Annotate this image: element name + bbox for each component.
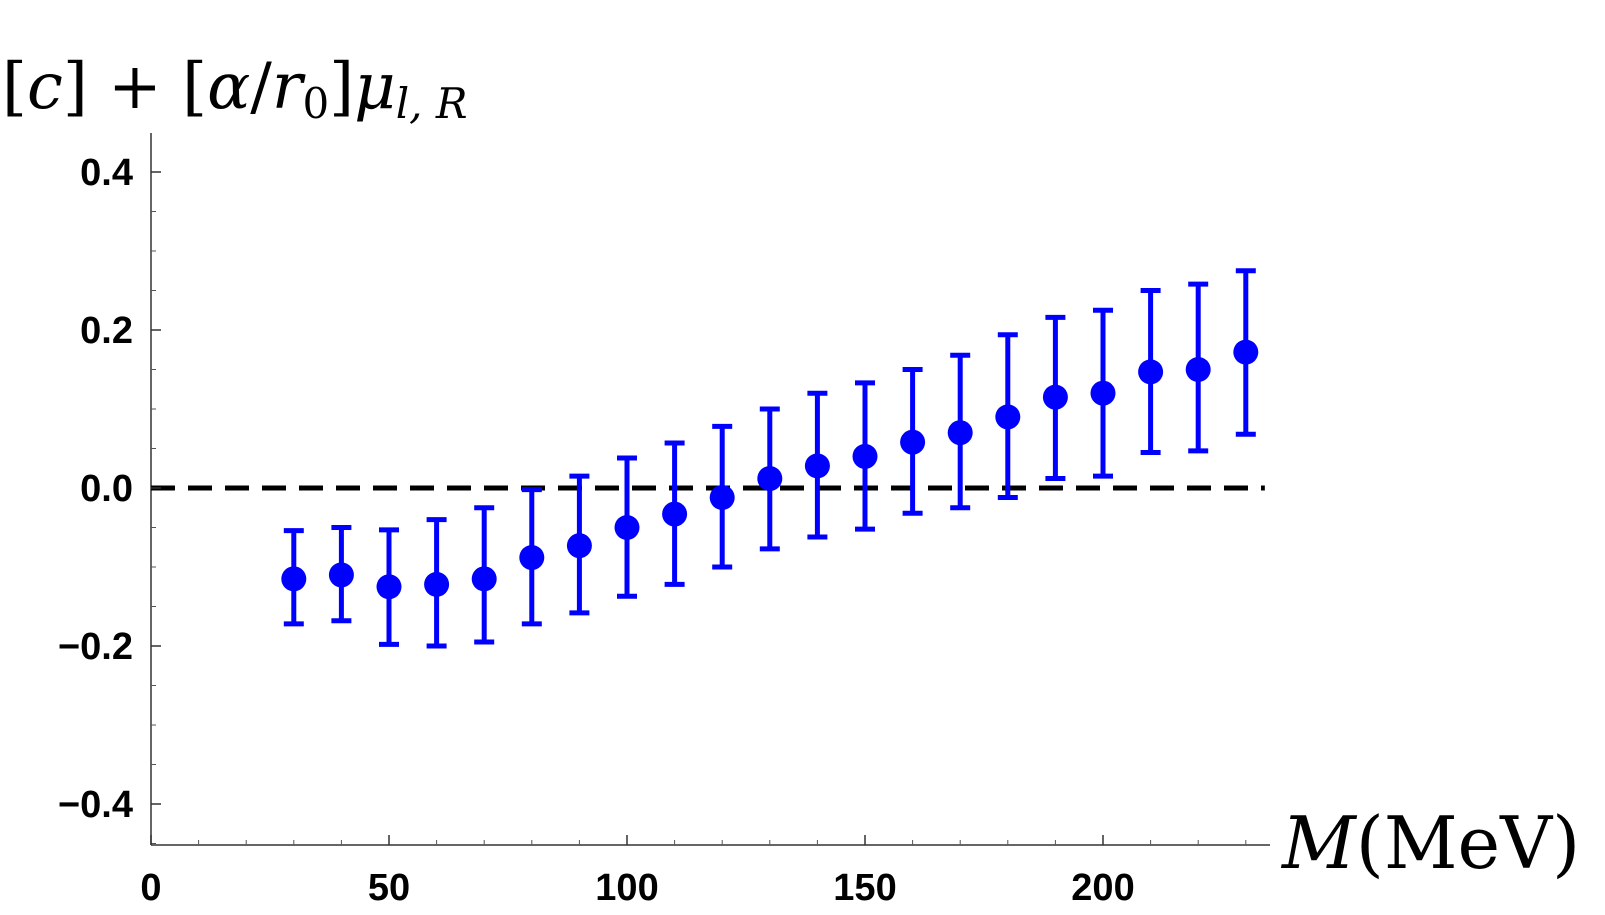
y-title-bracket-close-1: ] + [ bbox=[63, 50, 207, 124]
y-title-bracket-open-1: [ bbox=[2, 50, 27, 124]
data-point-0-11 bbox=[804, 453, 830, 479]
y-tick-label-2: 0.0 bbox=[80, 468, 133, 510]
data-point-0-9 bbox=[709, 484, 735, 510]
y-title-slash: / bbox=[250, 50, 272, 124]
data-point-0-8 bbox=[662, 501, 688, 527]
y-title-mu-subscript: l, R bbox=[396, 79, 468, 128]
data-point-0-1 bbox=[328, 562, 354, 588]
data-point-0-3 bbox=[424, 571, 450, 597]
y-tick-label-3: −0.2 bbox=[58, 626, 133, 668]
y-tick-label-4: −0.4 bbox=[58, 784, 133, 826]
data-point-0-18 bbox=[1138, 359, 1164, 385]
data-point-0-19 bbox=[1185, 357, 1211, 382]
data-point-0-14 bbox=[947, 420, 973, 446]
x-tick-label-1: 50 bbox=[368, 867, 410, 909]
data-point-0-20 bbox=[1233, 339, 1259, 365]
data-series bbox=[281, 268, 1259, 649]
data-point-0-2 bbox=[376, 574, 402, 600]
y-title-r-subscript: 0 bbox=[302, 79, 329, 128]
x-title-unit: (MeV) bbox=[1356, 801, 1581, 885]
data-point-0-13 bbox=[900, 429, 926, 455]
y-axis-title: [c] + [α/r0]μl, R bbox=[2, 50, 468, 128]
data-point-0-5 bbox=[519, 545, 545, 571]
y-title-c: c bbox=[27, 50, 63, 124]
x-title-var: M bbox=[1280, 801, 1358, 885]
ticks: 0.4 0.2 0.0 −0.2 −0.40 50 100 150 200 bbox=[58, 152, 1247, 909]
data-point-0-0 bbox=[281, 566, 307, 592]
x-tick-label-4: 200 bbox=[1071, 867, 1134, 909]
data-point-0-4 bbox=[471, 566, 497, 592]
data-point-0-10 bbox=[757, 466, 783, 492]
data-point-0-6 bbox=[566, 533, 592, 559]
data-point-0-16 bbox=[1042, 384, 1068, 410]
x-axis-title: M(MeV) bbox=[1280, 801, 1580, 885]
y-title-r: r bbox=[272, 50, 306, 124]
x-tick-label-2: 100 bbox=[595, 867, 658, 909]
data-point-0-15 bbox=[995, 404, 1021, 430]
x-tick-label-3: 150 bbox=[833, 867, 896, 909]
y-title-bracket-close-2: ] bbox=[329, 50, 354, 124]
y-title-alpha: α bbox=[207, 50, 250, 124]
y-tick-label-0: 0.4 bbox=[80, 152, 133, 194]
x-tick-label-0: 0 bbox=[140, 867, 161, 909]
data-point-0-7 bbox=[614, 515, 640, 540]
data-point-0-17 bbox=[1090, 380, 1116, 406]
y-title-mu: μ bbox=[354, 50, 396, 124]
y-tick-label-1: 0.2 bbox=[80, 310, 133, 352]
data-point-0-12 bbox=[852, 443, 878, 469]
